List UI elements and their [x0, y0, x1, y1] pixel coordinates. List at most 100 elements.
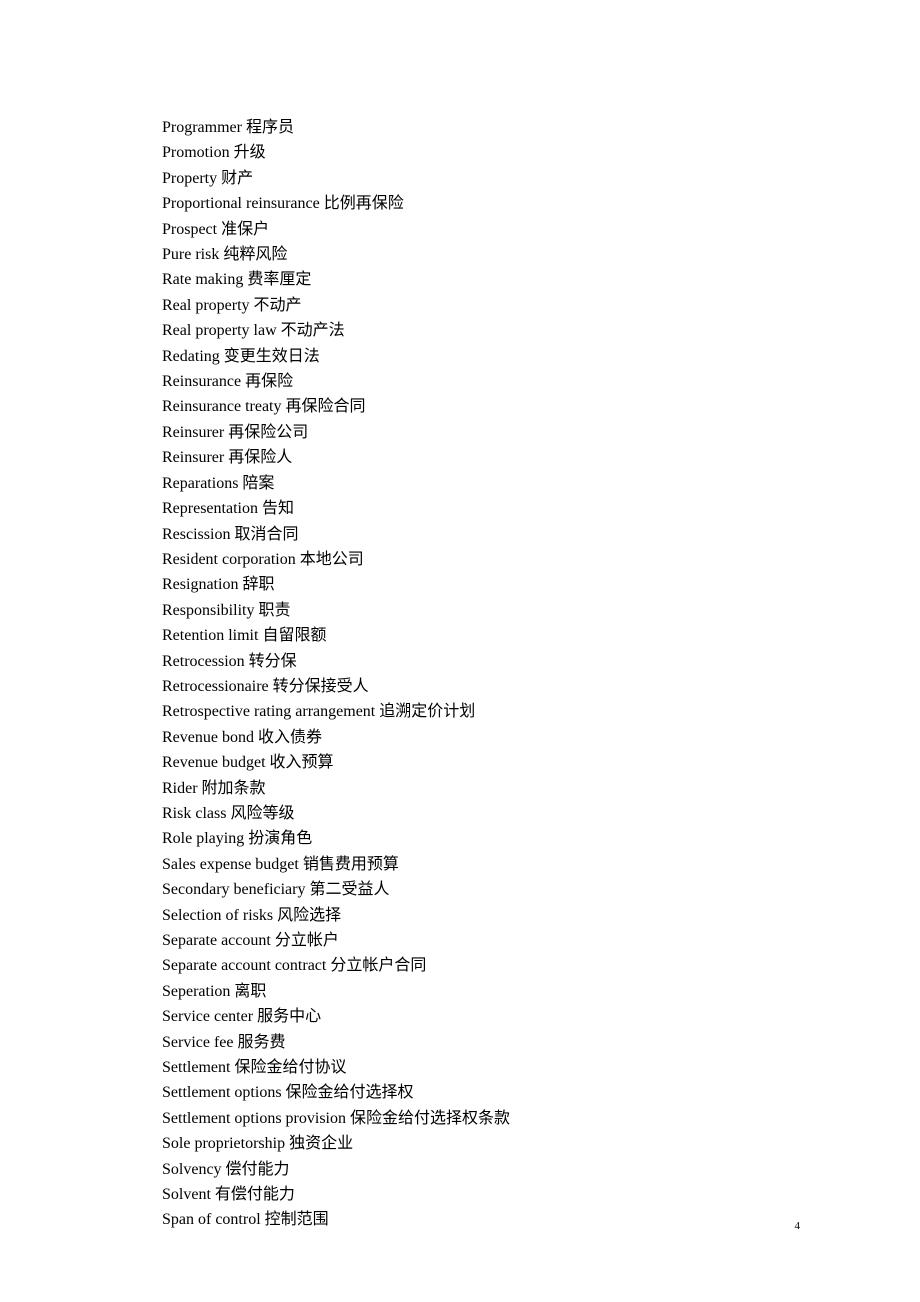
glossary-entry: Separate account 分立帐户 — [162, 928, 782, 953]
term-chinese: 扮演角色 — [248, 830, 312, 847]
glossary-entry: Seperation 离职 — [162, 979, 782, 1004]
term-english: Separate account contract — [162, 957, 326, 974]
term-english: Retrocession — [162, 653, 245, 670]
term-english: Settlement — [162, 1059, 230, 1076]
term-english: Representation — [162, 500, 258, 517]
term-english: Reinsurance — [162, 373, 241, 390]
glossary-entry: Retention limit 自留限额 — [162, 623, 782, 648]
term-chinese: 告知 — [262, 500, 294, 517]
glossary-entry: Resignation 辞职 — [162, 572, 782, 597]
glossary-entry: Role playing 扮演角色 — [162, 826, 782, 851]
term-chinese: 费率厘定 — [247, 271, 311, 288]
term-chinese: 风险等级 — [230, 805, 294, 822]
term-english: Rider — [162, 780, 198, 797]
glossary-entry: Rescission 取消合同 — [162, 522, 782, 547]
glossary-entry: Risk class 风险等级 — [162, 801, 782, 826]
glossary-entry: Proportional reinsurance 比例再保险 — [162, 191, 782, 216]
term-chinese: 保险金给付选择权条款 — [350, 1110, 510, 1127]
term-chinese: 保险金给付选择权 — [286, 1084, 414, 1101]
term-english: Reinsurance treaty — [162, 398, 282, 415]
glossary-entry: Solvency 偿付能力 — [162, 1157, 782, 1182]
term-chinese: 收入债券 — [258, 729, 322, 746]
term-english: Solvency — [162, 1161, 222, 1178]
term-english: Selection of risks — [162, 907, 273, 924]
glossary-entry: Settlement options provision 保险金给付选择权条款 — [162, 1106, 782, 1131]
page-number: 4 — [795, 1220, 801, 1232]
term-chinese: 再保险公司 — [228, 424, 308, 441]
term-chinese: 本地公司 — [300, 551, 364, 568]
glossary-entry: Sole proprietorship 独资企业 — [162, 1131, 782, 1156]
term-english: Rate making — [162, 271, 243, 288]
term-chinese: 第二受益人 — [309, 881, 389, 898]
term-english: Real property law — [162, 322, 277, 339]
term-chinese: 收入预算 — [270, 754, 334, 771]
term-chinese: 再保险人 — [228, 449, 292, 466]
term-english: Retrospective rating arrangement — [162, 703, 375, 720]
glossary-entry: Promotion 升级 — [162, 140, 782, 165]
term-chinese: 转分保接受人 — [273, 678, 369, 695]
glossary-entry: Redating 变更生效日法 — [162, 344, 782, 369]
term-english: Settlement options provision — [162, 1110, 346, 1127]
glossary-entry: Sales expense budget 销售费用预算 — [162, 852, 782, 877]
term-chinese: 偿付能力 — [226, 1161, 290, 1178]
term-english: Real property — [162, 297, 250, 314]
term-chinese: 独资企业 — [289, 1135, 353, 1152]
glossary-entry: Secondary beneficiary 第二受益人 — [162, 877, 782, 902]
term-chinese: 纯粹风险 — [223, 246, 287, 263]
term-english: Risk class — [162, 805, 226, 822]
glossary-entry: Pure risk 纯粹风险 — [162, 242, 782, 267]
term-english: Redating — [162, 348, 220, 365]
term-english: Pure risk — [162, 246, 219, 263]
term-english: Prospect — [162, 221, 217, 238]
term-chinese: 追溯定价计划 — [379, 703, 475, 720]
term-chinese: 有偿付能力 — [215, 1186, 295, 1203]
term-chinese: 转分保 — [249, 653, 297, 670]
term-english: Reinsurer — [162, 449, 224, 466]
term-chinese: 辞职 — [242, 576, 274, 593]
term-english: Service fee — [162, 1034, 234, 1051]
glossary-entry: Span of control 控制范围 — [162, 1207, 782, 1232]
term-chinese: 服务费 — [238, 1034, 286, 1051]
term-english: Revenue budget — [162, 754, 266, 771]
term-chinese: 不动产 — [254, 297, 302, 314]
term-english: Solvent — [162, 1186, 211, 1203]
term-chinese: 控制范围 — [265, 1211, 329, 1228]
glossary-entry: Real property 不动产 — [162, 293, 782, 318]
glossary-entry: Settlement 保险金给付协议 — [162, 1055, 782, 1080]
term-english: Separate account — [162, 932, 271, 949]
term-english: Property — [162, 170, 217, 187]
glossary-entry: Service center 服务中心 — [162, 1004, 782, 1029]
glossary-entry: Revenue bond 收入债券 — [162, 725, 782, 750]
term-english: Seperation — [162, 983, 230, 1000]
term-chinese: 准保户 — [221, 221, 269, 238]
glossary-entry: Reinsurance 再保险 — [162, 369, 782, 394]
glossary-entry: Revenue budget 收入预算 — [162, 750, 782, 775]
glossary-entry: Programmer 程序员 — [162, 115, 782, 140]
term-chinese: 销售费用预算 — [303, 856, 399, 873]
term-english: Proportional reinsurance — [162, 195, 320, 212]
term-english: Resignation — [162, 576, 238, 593]
term-english: Reparations — [162, 475, 238, 492]
glossary-entry: Rider 附加条款 — [162, 776, 782, 801]
term-english: Promotion — [162, 144, 230, 161]
term-chinese: 取消合同 — [234, 526, 298, 543]
glossary-list: Programmer 程序员Promotion 升级 Property 财产 Pro… — [162, 115, 782, 1233]
glossary-entry: Reinsurer 再保险公司 — [162, 420, 782, 445]
term-english: Sales expense budget — [162, 856, 299, 873]
term-english: Revenue bond — [162, 729, 254, 746]
term-chinese: 风险选择 — [277, 907, 341, 924]
term-english: Span of control — [162, 1211, 261, 1228]
glossary-entry: Selection of risks 风险选择 — [162, 903, 782, 928]
term-chinese: 财产 — [221, 170, 253, 187]
glossary-entry: Service fee 服务费 — [162, 1030, 782, 1055]
glossary-entry: Retrocessionaire 转分保接受人 — [162, 674, 782, 699]
glossary-entry: Settlement options 保险金给付选择权 — [162, 1080, 782, 1105]
glossary-entry: Rate making 费率厘定 — [162, 267, 782, 292]
glossary-entry: Separate account contract 分立帐户合同 — [162, 953, 782, 978]
term-english: Settlement options — [162, 1084, 282, 1101]
term-chinese: 再保险合同 — [286, 398, 366, 415]
term-english: Retention limit — [162, 627, 258, 644]
term-chinese: 服务中心 — [257, 1008, 321, 1025]
term-chinese: 变更生效日法 — [224, 348, 320, 365]
glossary-entry: Retrospective rating arrangement 追溯定价计划 — [162, 699, 782, 724]
